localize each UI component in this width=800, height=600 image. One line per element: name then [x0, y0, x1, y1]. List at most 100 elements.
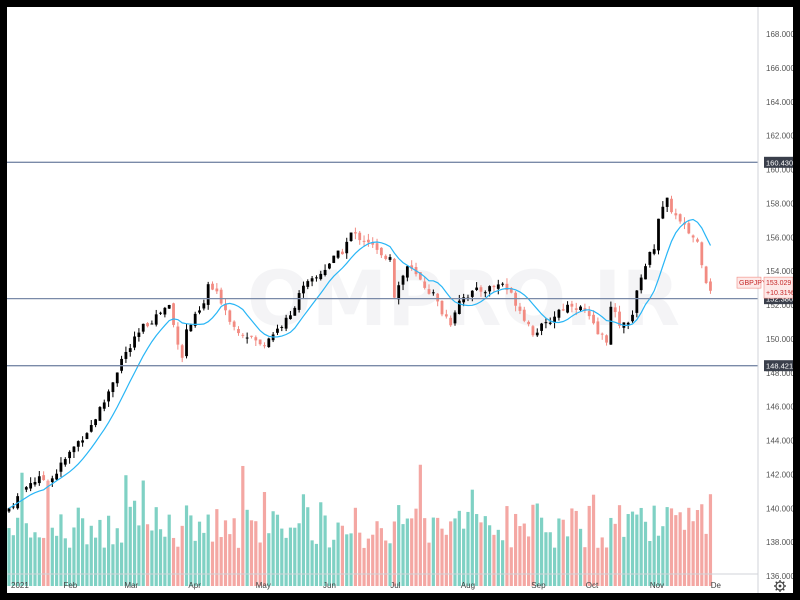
volume-bar [132, 500, 137, 586]
candle [159, 312, 162, 314]
volume-bar [470, 489, 474, 586]
candle [635, 290, 639, 313]
candle [566, 304, 569, 313]
price-axis[interactable]: 168.000 166.000 164.000 162.000 160.000 158.0… [766, 30, 793, 581]
candle [323, 269, 327, 276]
volume-bar [475, 514, 479, 586]
candle [336, 250, 340, 258]
candle [704, 266, 708, 283]
volume-bar [375, 521, 379, 586]
volume-bar [228, 534, 232, 586]
candle [310, 278, 314, 282]
candle [124, 351, 128, 359]
settings-gear-icon[interactable] [774, 580, 786, 592]
volume-bar [63, 538, 67, 586]
volume-bar [206, 514, 210, 586]
price-chart[interactable]: OMPRO.IR 168.000166.000164.000162.000160… [7, 7, 793, 593]
volume-bar [626, 514, 630, 586]
candle [518, 306, 522, 311]
candle [453, 312, 457, 324]
volume-bar [518, 526, 522, 586]
candle [579, 306, 582, 311]
volume-bar [704, 533, 708, 586]
volume-bar [336, 522, 340, 586]
volume-bar [561, 519, 565, 586]
volume-bar [622, 536, 626, 586]
volume-bar [514, 513, 518, 586]
volume-bar [163, 536, 167, 586]
volume-bar [210, 541, 215, 586]
candle [258, 339, 262, 345]
volume-bar [232, 518, 236, 586]
volume-bar [319, 502, 323, 586]
level-badge [764, 360, 793, 372]
candle [531, 326, 535, 336]
volume-bar [457, 510, 461, 586]
price-axis-tick: 164.000 [766, 98, 793, 107]
candle [639, 277, 643, 291]
volume-bar [557, 518, 561, 586]
volume-bar [596, 547, 600, 586]
candle [470, 290, 474, 297]
time-axis-tick: Nov [650, 581, 664, 590]
candle [293, 307, 297, 316]
candle [652, 249, 656, 254]
time-axis-tick: De [711, 581, 722, 590]
time-axis[interactable]: 2021 Feb Mar Apr May Jun Jul Aug Sep Oct Nov De [11, 581, 721, 590]
candle [211, 283, 214, 290]
volume-bar [353, 507, 357, 586]
candle [72, 446, 76, 453]
candle [202, 303, 206, 309]
moving-average-line [8, 218, 712, 509]
candle [392, 258, 396, 298]
candle [535, 332, 539, 336]
candle [289, 315, 292, 320]
candle [345, 241, 349, 254]
volume-bar [24, 523, 28, 586]
volume-bar [444, 534, 448, 586]
volume-bar [648, 541, 652, 586]
volume-bar [29, 537, 33, 586]
volume-bar [128, 506, 132, 586]
volume-bar [288, 527, 293, 586]
candle [133, 336, 136, 348]
volume-bar [527, 536, 531, 586]
candle [509, 288, 513, 293]
candle [496, 284, 500, 289]
candle [553, 316, 556, 323]
candle [596, 321, 600, 335]
candle [609, 306, 613, 345]
volume-bar [223, 520, 228, 586]
candle [24, 487, 28, 490]
candle [605, 335, 608, 343]
candle [479, 287, 483, 292]
candle [483, 292, 487, 294]
change-percent-label: +10.31% [766, 290, 793, 297]
volume-bar [59, 514, 63, 586]
volume-bar [293, 527, 297, 586]
volume-bar [245, 509, 249, 586]
candle [42, 475, 46, 481]
volume-bar [414, 508, 418, 586]
candle [68, 451, 72, 459]
volume-bar [202, 532, 206, 586]
volume-bar [661, 526, 665, 586]
volume-bar [193, 540, 197, 586]
volume-bar [379, 528, 383, 586]
candle [193, 313, 197, 326]
price-axis-tick: 158.000 [766, 199, 793, 208]
candle [600, 333, 604, 335]
candle [94, 419, 97, 426]
symbol-badge [736, 276, 762, 289]
candle [557, 309, 561, 318]
volume-bar [267, 533, 271, 586]
volume-bar [691, 521, 695, 586]
candle [319, 273, 323, 280]
volume-bar [76, 507, 80, 586]
candle [700, 242, 704, 266]
volume-bar [314, 543, 319, 586]
candle [76, 441, 80, 447]
volume-layer [7, 464, 713, 586]
candle [102, 402, 106, 409]
volume-bar [89, 525, 93, 586]
